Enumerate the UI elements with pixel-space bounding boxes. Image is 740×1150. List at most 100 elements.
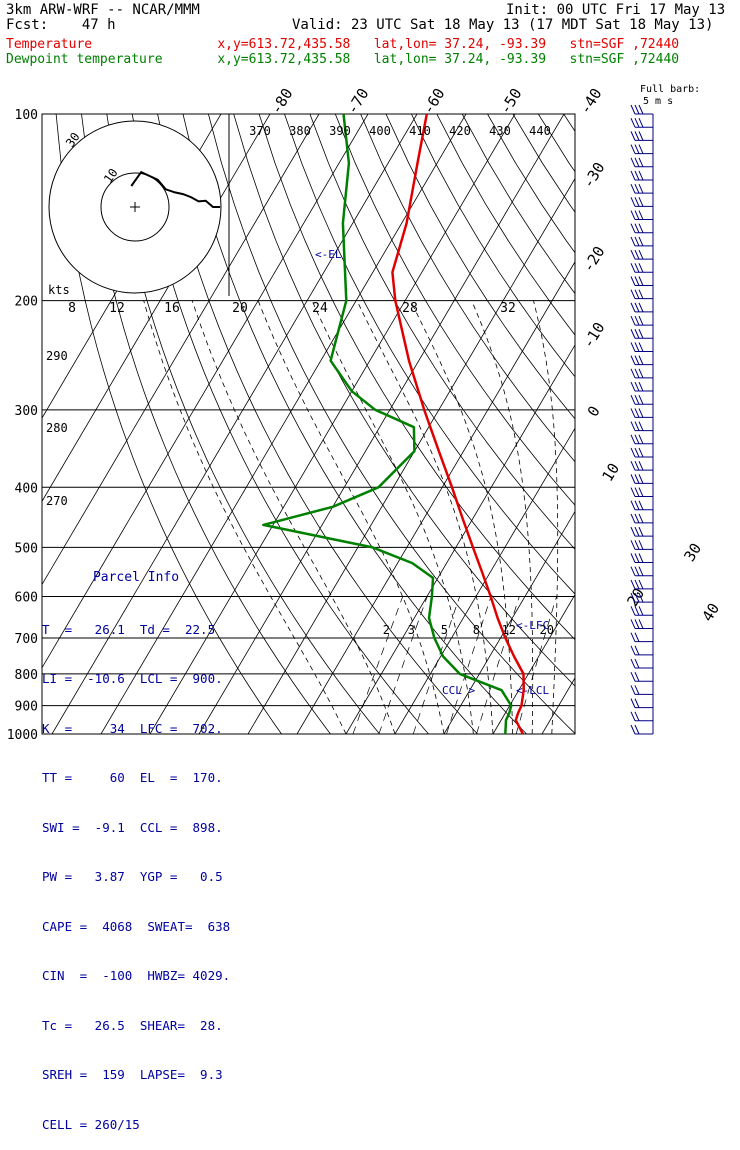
isotherm-line — [199, 114, 564, 734]
dry-adiabat — [564, 114, 740, 734]
dry-adiabat — [462, 114, 740, 734]
wind-barb-flag — [639, 118, 643, 127]
dewpoint-line — [263, 114, 511, 734]
dry-adiabat — [310, 114, 740, 734]
speed-label: 24 — [312, 301, 328, 316]
wind-barb-flag — [639, 263, 643, 272]
mixing-ratio-label: 2 — [383, 623, 390, 637]
annotation-label: CCL > — [442, 684, 475, 697]
wind-barb-flag — [631, 646, 635, 655]
isotherm-label: -70 — [343, 85, 373, 118]
wind-barb-flag — [631, 263, 635, 272]
wind-barb-flag — [635, 158, 639, 167]
wind-barb-flag — [631, 461, 635, 470]
wind-barb-flag — [639, 554, 643, 563]
pressure-label: 400 — [15, 481, 38, 496]
parcel-row: TT = 60 EL = 170. — [42, 770, 230, 787]
pressure-label: 100 — [15, 108, 38, 123]
speed-label: 12 — [109, 301, 125, 316]
isotherm-line — [444, 114, 740, 734]
isotherm-line — [591, 114, 740, 734]
wind-barb-flag — [639, 408, 643, 417]
wind-barb-flag — [635, 171, 639, 180]
wind-barb-flag — [639, 131, 643, 140]
wind-barb-flag — [631, 659, 635, 668]
wind-barb-flag — [631, 197, 635, 206]
parcel-info-panel: Parcel Info T = 26.1 Td = 22.5 LI = -10.… — [42, 537, 230, 733]
theta-label: 270 — [46, 494, 68, 508]
wind-barb-flag — [631, 342, 635, 351]
isotherm-label: -10 — [579, 319, 609, 352]
theta-label: 430 — [489, 124, 511, 138]
wind-barb-flag — [635, 501, 639, 510]
wind-barb-flag — [631, 699, 635, 708]
wind-barb-flag — [635, 435, 639, 444]
theta-label: 420 — [449, 124, 471, 138]
wind-barb-flag — [635, 369, 639, 378]
parcel-row: T = 26.1 Td = 22.5 — [42, 622, 230, 639]
wind-barb-flag — [639, 342, 643, 351]
wind-barb-flag — [631, 672, 635, 681]
mixing-ratio-label: 8 — [473, 623, 480, 637]
wind-barb-flag — [631, 131, 635, 140]
wind-barb-flag — [635, 303, 639, 312]
mixing-ratio-line — [353, 597, 403, 735]
wind-barb-flag — [635, 527, 639, 536]
wind-barb-flag — [631, 356, 635, 365]
wind-barb-flag — [639, 382, 643, 391]
wind-barb-flag — [631, 303, 635, 312]
wind-barb-flag — [631, 712, 635, 721]
wind-barb-flag — [639, 461, 643, 470]
wind-barb-flag — [639, 184, 643, 193]
wind-barb-flag — [639, 224, 643, 233]
speed-label: 8 — [68, 301, 76, 316]
parcel-row: Tc = 26.5 SHEAR= 28. — [42, 1018, 230, 1035]
wind-barb-flag — [631, 540, 635, 549]
wind-barb-flag — [639, 369, 643, 378]
wind-barb-flag — [631, 105, 635, 114]
wind-barb-flag — [639, 448, 643, 457]
wind-barb-flag — [639, 250, 643, 259]
wind-barb-flag — [635, 408, 639, 417]
wind-barb-flag — [635, 619, 639, 628]
wind-barb-flag — [639, 619, 643, 628]
wind-barb-flag — [639, 580, 643, 589]
wind-barb-flag — [639, 540, 643, 549]
wind-barb-flag — [631, 619, 635, 628]
dry-adiabat — [488, 114, 740, 734]
wind-barb-flag — [631, 395, 635, 404]
parcel-row: CIN = -100 HWBZ= 4029. — [42, 968, 230, 985]
theta-label: 380 — [289, 124, 311, 138]
pressure-label: 200 — [15, 295, 38, 310]
annotation-label: <-LFC — [516, 619, 549, 632]
isotherm-line — [297, 114, 662, 734]
wind-barb-flag — [635, 672, 639, 681]
wind-barb-flag — [639, 527, 643, 536]
wind-barb-flag — [635, 448, 639, 457]
wind-barb-flag — [631, 158, 635, 167]
isotherm-label: 30 — [680, 540, 705, 565]
wind-barb-flag — [639, 158, 643, 167]
parcel-row: K = 34 LFC = 702. — [42, 721, 230, 738]
wind-barb-flag — [631, 118, 635, 127]
wind-barb-flag — [635, 659, 639, 668]
wind-barb-flag — [635, 633, 639, 642]
wind-barb-flag — [639, 567, 643, 576]
isotherm-label: -60 — [419, 85, 449, 118]
isotherm-line — [346, 114, 711, 734]
wind-barb-flag — [639, 514, 643, 523]
wind-barb-flag — [639, 290, 643, 299]
pressure-label: 500 — [15, 541, 38, 556]
wind-barb-flag — [635, 131, 639, 140]
parcel-row: PW = 3.87 YGP = 0.5 — [42, 869, 230, 886]
moist-adiabat — [534, 301, 558, 734]
pressure-label: 300 — [15, 404, 38, 419]
wind-barb-flag — [635, 118, 639, 127]
dry-adiabat — [437, 114, 740, 734]
wind-barb-flag — [639, 488, 643, 497]
theta-label: 370 — [249, 124, 271, 138]
wind-barb-flag — [631, 685, 635, 694]
wind-barb-flag — [639, 356, 643, 365]
dry-adiabat — [513, 114, 740, 734]
wind-barb-flag — [639, 422, 643, 431]
